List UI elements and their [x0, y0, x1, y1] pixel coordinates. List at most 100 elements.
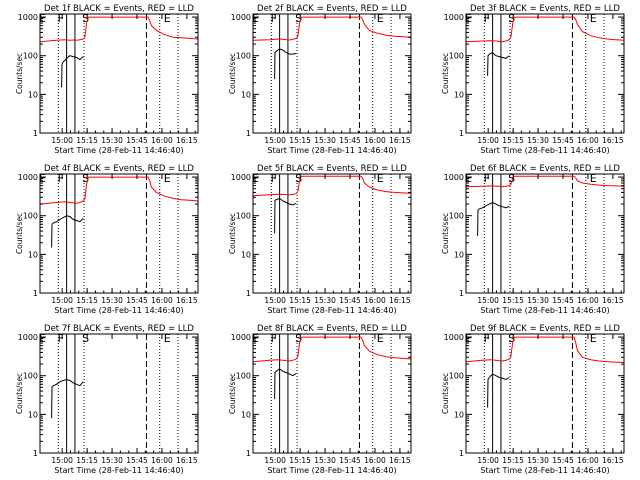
marker-label-f: F	[484, 172, 490, 185]
y-tick-label: 100	[236, 372, 251, 381]
series-line-events	[61, 55, 84, 88]
x-axis-label: Start Time (28-Feb-11 14:46:40)	[267, 146, 396, 155]
x-tick-label: 16:15	[389, 296, 411, 305]
marker-label-s: S	[82, 172, 89, 185]
x-tick-label: 15:30	[527, 456, 549, 465]
x-tick-label: 16:00	[364, 456, 386, 465]
series-line-lld	[465, 336, 625, 363]
y-tick-label: 100	[449, 212, 464, 221]
y-tick-label: 10	[28, 410, 38, 419]
x-tick-label: 15:15	[76, 296, 98, 305]
x-tick-label: 15:45	[126, 456, 148, 465]
y-tick-label: 100	[23, 212, 38, 221]
series-line-lld	[465, 175, 625, 188]
x-tick-label: 16:15	[176, 296, 198, 305]
x-axis-label: Start Time (28-Feb-11 14:46:40)	[267, 466, 396, 475]
x-tick-label: 15:15	[289, 296, 311, 305]
y-tick-label: 100	[23, 52, 38, 61]
y-axis-label: Counts/sec	[15, 373, 24, 414]
plot-frame	[39, 13, 199, 134]
x-tick-label: 15:30	[314, 296, 336, 305]
x-tick-label: 15:15	[502, 136, 524, 145]
marker-label-s: S	[295, 172, 302, 185]
marker-label-e: E	[590, 332, 597, 345]
marker-label-e: E	[377, 332, 384, 345]
x-tick-label: 15:15	[76, 136, 98, 145]
y-tick-label: 1000	[231, 173, 251, 182]
x-tick-label: 16:00	[151, 136, 173, 145]
marker-label-f: F	[58, 172, 64, 185]
y-tick-label: 10	[241, 410, 251, 419]
x-axis-label: Start Time (28-Feb-11 14:46:40)	[480, 146, 609, 155]
plot-frame	[465, 333, 625, 454]
x-tick-label: 15:15	[502, 296, 524, 305]
marker-label-e: E	[164, 332, 171, 345]
marker-label-f: F	[271, 332, 277, 345]
x-tick-label: 15:45	[126, 136, 148, 145]
x-tick-label: 16:00	[151, 296, 173, 305]
y-axis-label: Counts/sec	[441, 53, 450, 94]
plot-frame	[252, 13, 412, 134]
plot-frame	[252, 333, 412, 454]
plot-frame	[39, 173, 199, 294]
x-tick-label: 15:00	[477, 456, 499, 465]
y-tick-label: 1	[33, 129, 38, 138]
series-line-lld	[465, 16, 625, 43]
y-axis-label: Counts/sec	[228, 53, 237, 94]
y-tick-label: 1000	[18, 13, 38, 22]
marker-label-s: S	[295, 12, 302, 25]
plot-frame	[252, 173, 412, 294]
x-tick-label: 15:45	[339, 456, 361, 465]
y-tick-label: 1000	[444, 173, 464, 182]
marker-label-f: F	[271, 172, 277, 185]
plot-frame	[465, 173, 625, 294]
y-tick-label: 1	[246, 449, 251, 458]
x-tick-label: 16:00	[577, 136, 599, 145]
x-axis-label: Start Time (28-Feb-11 14:46:40)	[480, 466, 609, 475]
series-line-lld	[39, 16, 199, 43]
y-tick-label: 1	[246, 289, 251, 298]
y-tick-label: 100	[449, 372, 464, 381]
x-tick-label: 15:30	[527, 296, 549, 305]
marker-label-f: F	[484, 332, 490, 345]
x-tick-label: 15:30	[314, 136, 336, 145]
series-line-events	[274, 48, 297, 80]
x-tick-label: 15:00	[477, 296, 499, 305]
x-tick-label: 15:15	[289, 136, 311, 145]
marker-label-f: F	[58, 332, 64, 345]
y-tick-label: 10	[28, 90, 38, 99]
x-tick-label: 15:15	[289, 456, 311, 465]
panel-title: Det 5f BLACK = Events, RED = LLD	[257, 164, 407, 174]
marker-label-f: F	[484, 12, 490, 25]
y-tick-label: 10	[454, 410, 464, 419]
y-tick-label: 1000	[444, 333, 464, 342]
y-tick-label: 10	[241, 90, 251, 99]
series-line-events	[477, 201, 510, 236]
y-tick-label: 1000	[18, 333, 38, 342]
x-tick-label: 15:30	[101, 296, 123, 305]
marker-label-s: S	[508, 332, 515, 345]
x-tick-label: 15:00	[477, 136, 499, 145]
marker-label-e: E	[164, 172, 171, 185]
x-axis-label: Start Time (28-Feb-11 14:46:40)	[54, 466, 183, 475]
y-axis-label: Counts/sec	[228, 213, 237, 254]
y-tick-label: 10	[454, 250, 464, 259]
panel-title: Det 1f BLACK = Events, RED = LLD	[44, 4, 194, 14]
x-tick-label: 15:00	[51, 136, 73, 145]
y-tick-label: 1000	[18, 173, 38, 182]
y-tick-label: 100	[236, 212, 251, 221]
series-line-events	[487, 52, 510, 76]
x-tick-label: 16:00	[577, 456, 599, 465]
x-tick-label: 15:00	[51, 296, 73, 305]
panel-title: Det 2f BLACK = Events, RED = LLD	[257, 4, 407, 14]
x-tick-label: 16:15	[176, 136, 198, 145]
x-tick-label: 15:15	[76, 456, 98, 465]
plot-frame	[39, 333, 199, 454]
